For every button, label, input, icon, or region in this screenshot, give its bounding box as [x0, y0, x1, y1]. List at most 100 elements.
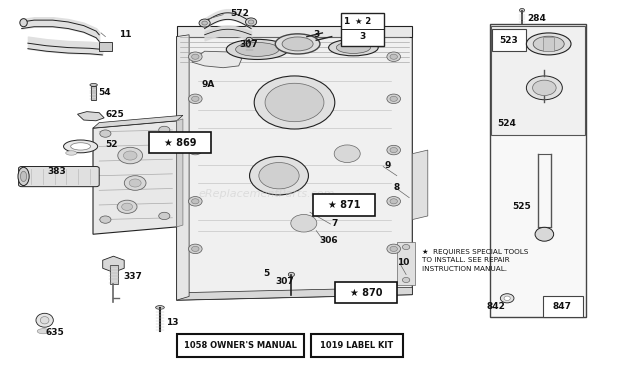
Polygon shape [177, 26, 412, 37]
Ellipse shape [188, 145, 202, 155]
Ellipse shape [291, 214, 317, 232]
Text: 8: 8 [394, 183, 400, 192]
Ellipse shape [117, 200, 137, 213]
Text: ★ 869: ★ 869 [164, 138, 196, 148]
Ellipse shape [520, 8, 525, 12]
Ellipse shape [192, 147, 199, 153]
Text: 7: 7 [332, 220, 338, 228]
Ellipse shape [390, 54, 397, 59]
Text: 11: 11 [119, 30, 131, 39]
Ellipse shape [64, 140, 98, 153]
Ellipse shape [390, 199, 397, 204]
Polygon shape [177, 119, 183, 227]
Text: 635: 635 [45, 328, 64, 337]
Ellipse shape [124, 176, 146, 190]
Text: 307: 307 [240, 40, 259, 49]
Text: 307: 307 [276, 277, 294, 285]
Ellipse shape [533, 80, 556, 96]
Ellipse shape [159, 212, 170, 220]
Text: ★ 2: ★ 2 [355, 18, 371, 26]
Ellipse shape [36, 313, 53, 327]
Ellipse shape [192, 199, 199, 204]
Bar [110, 265, 118, 284]
Ellipse shape [246, 18, 257, 26]
Text: 842: 842 [487, 302, 505, 311]
Ellipse shape [535, 227, 554, 241]
Ellipse shape [288, 272, 294, 277]
Ellipse shape [118, 147, 143, 164]
Ellipse shape [20, 19, 27, 27]
Ellipse shape [122, 203, 133, 210]
Polygon shape [192, 51, 242, 68]
Ellipse shape [246, 37, 252, 42]
Text: 306: 306 [319, 236, 338, 245]
Ellipse shape [526, 33, 571, 55]
Text: 523: 523 [499, 36, 518, 45]
Ellipse shape [192, 96, 199, 101]
Bar [91, 86, 96, 100]
Ellipse shape [387, 145, 401, 155]
Bar [313, 194, 375, 216]
Ellipse shape [192, 54, 199, 59]
Text: 284: 284 [527, 14, 546, 23]
Ellipse shape [282, 37, 313, 51]
Ellipse shape [199, 19, 210, 27]
Bar [542, 296, 583, 317]
Bar [149, 132, 211, 153]
Ellipse shape [387, 244, 401, 254]
Ellipse shape [202, 21, 207, 25]
Polygon shape [93, 115, 183, 128]
Ellipse shape [188, 197, 202, 206]
Text: 524: 524 [498, 119, 516, 128]
Text: 625: 625 [105, 110, 124, 119]
Ellipse shape [226, 40, 288, 60]
Text: 337: 337 [123, 272, 142, 281]
Ellipse shape [20, 171, 27, 182]
Ellipse shape [336, 42, 371, 53]
Ellipse shape [500, 294, 514, 303]
Text: 1019 LABEL KIT: 1019 LABEL KIT [321, 341, 394, 350]
Text: 383: 383 [48, 167, 66, 176]
Bar [99, 42, 112, 51]
Ellipse shape [156, 306, 164, 309]
Ellipse shape [18, 167, 29, 186]
Bar [492, 29, 526, 51]
Polygon shape [177, 287, 412, 300]
Bar [341, 13, 384, 46]
Ellipse shape [390, 96, 397, 101]
Bar [335, 282, 397, 303]
Ellipse shape [37, 329, 50, 334]
Ellipse shape [192, 246, 199, 251]
Text: 10: 10 [397, 258, 409, 267]
Ellipse shape [334, 145, 360, 163]
Ellipse shape [123, 151, 137, 160]
Ellipse shape [71, 143, 91, 150]
Ellipse shape [236, 42, 279, 56]
Ellipse shape [387, 197, 401, 206]
Ellipse shape [402, 277, 410, 283]
Ellipse shape [402, 244, 410, 250]
Bar [543, 37, 554, 51]
Text: 1058 OWNER'S MANUAL: 1058 OWNER'S MANUAL [184, 341, 297, 350]
Ellipse shape [533, 36, 564, 52]
Bar [397, 242, 415, 285]
Polygon shape [78, 112, 104, 121]
Ellipse shape [248, 20, 254, 24]
Polygon shape [103, 256, 124, 272]
Ellipse shape [249, 157, 309, 195]
Ellipse shape [188, 94, 202, 104]
Text: 13: 13 [166, 318, 179, 327]
Ellipse shape [129, 179, 141, 187]
Ellipse shape [329, 39, 378, 56]
Bar [491, 26, 585, 135]
Ellipse shape [387, 94, 401, 104]
Text: eReplacementParts.com: eReplacementParts.com [198, 189, 335, 199]
Ellipse shape [159, 126, 170, 134]
Text: 3: 3 [313, 30, 319, 39]
Ellipse shape [66, 151, 77, 155]
Text: 52: 52 [105, 140, 118, 149]
Ellipse shape [390, 246, 397, 251]
Polygon shape [412, 150, 428, 220]
Bar [311, 334, 403, 357]
Text: 3: 3 [360, 32, 366, 41]
